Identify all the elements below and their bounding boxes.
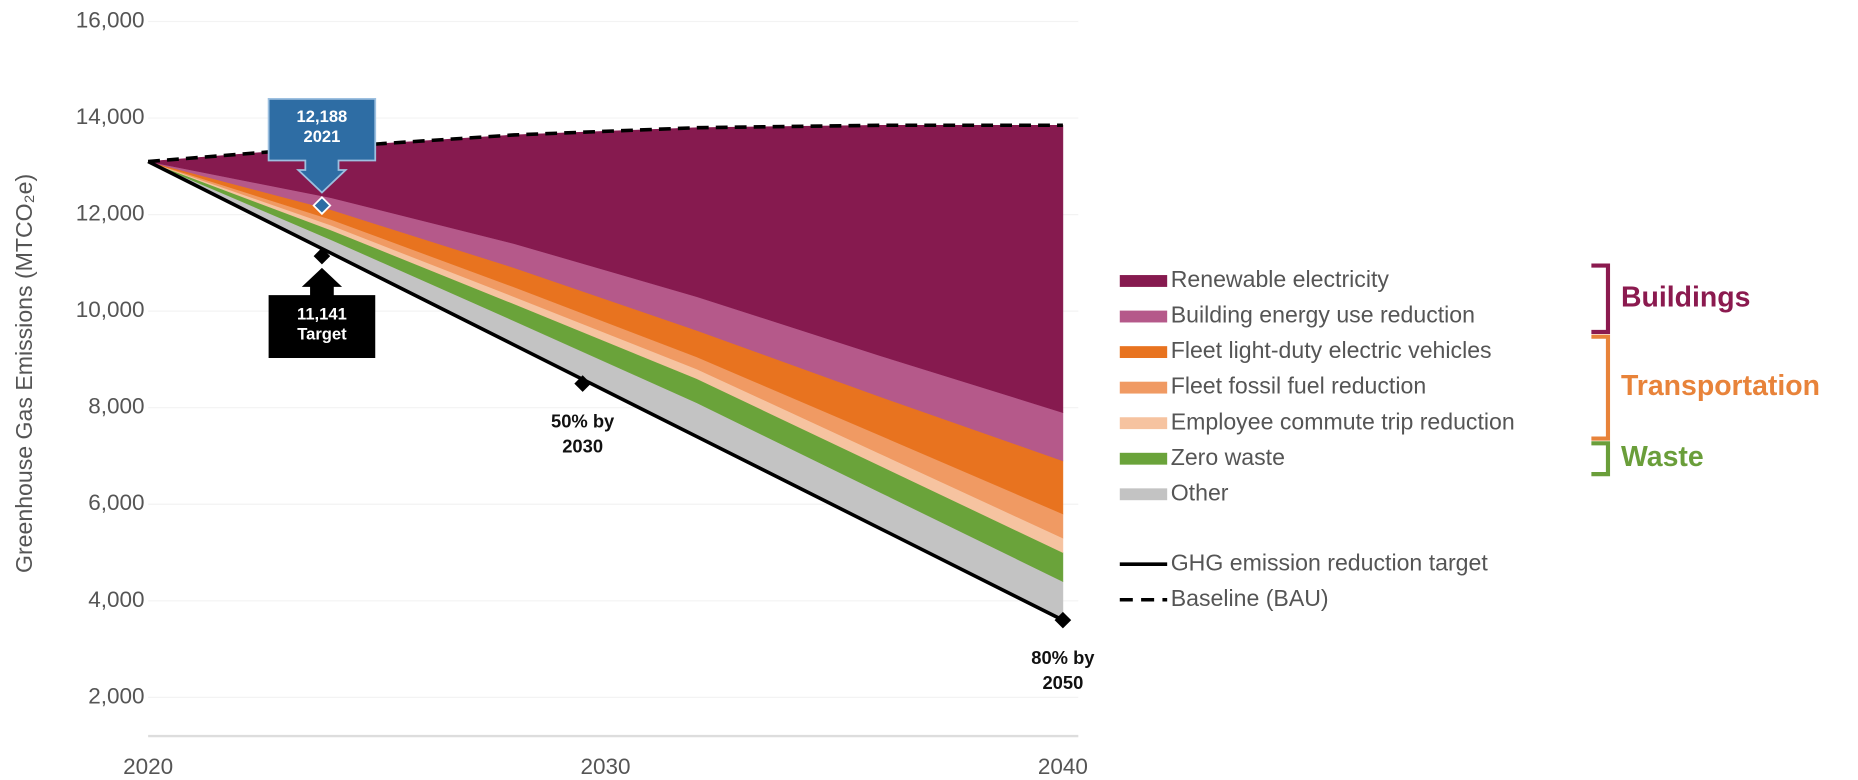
legend-label: Zero waste <box>1171 444 1285 470</box>
legend-swatch <box>1119 488 1168 501</box>
y-tick-label: 10,000 <box>76 297 145 322</box>
legend-label: Building energy use reduction <box>1171 302 1475 328</box>
y-tick-label: 8,000 <box>88 394 144 419</box>
callout <box>267 97 377 194</box>
legend-swatch <box>1119 452 1168 465</box>
y-tick-label: 12,000 <box>76 201 145 226</box>
y-tick-label: 6,000 <box>88 490 144 515</box>
annotation-line: 80% by <box>1031 647 1095 668</box>
annotation: 50% by 2030 <box>551 411 615 457</box>
annotation-line: 2030 <box>562 435 603 456</box>
legend-bracket <box>1591 263 1611 335</box>
annotation-line: 2021 <box>303 127 340 146</box>
legend-group-label: Waste <box>1621 441 1704 473</box>
y-tick-label: 14,000 <box>76 104 145 129</box>
legend-label: GHG emission reduction target <box>1171 549 1489 575</box>
annotation: 12,188 2021 <box>297 107 348 146</box>
legend-label: Fleet light-duty electric vehicles <box>1171 337 1492 363</box>
annotation-line: 12,188 <box>297 107 348 126</box>
callout <box>268 267 376 358</box>
x-tick-label: 2030 <box>580 754 630 779</box>
annotation-line: Target <box>297 325 347 344</box>
annotation: 11,141 Target <box>297 305 347 344</box>
legend-group-label: Transportation <box>1621 370 1820 402</box>
target-line <box>147 159 1064 622</box>
y-tick-label: 4,000 <box>88 587 144 612</box>
legend-swatch <box>1119 417 1168 430</box>
legend-swatch <box>1119 346 1168 359</box>
y-tick-label: 2,000 <box>88 683 144 708</box>
annotation-line: 50% by <box>551 411 615 432</box>
annotation-marker <box>574 375 591 392</box>
legend-group-label: Buildings <box>1621 281 1750 313</box>
legend-swatch <box>1119 381 1168 394</box>
legend-label: Employee commute trip reduction <box>1171 408 1515 434</box>
annotation: 80% by 2050 <box>1031 647 1095 693</box>
y-tick-label: 16,000 <box>76 7 145 32</box>
annotation-line: 11,141 <box>297 305 347 324</box>
legend-bracket <box>1591 441 1611 477</box>
legend-label: Renewable electricity <box>1171 266 1390 292</box>
x-tick-label: 2020 <box>123 754 173 779</box>
legend-label: Other <box>1171 479 1229 505</box>
annotation-line: 2050 <box>1042 672 1083 693</box>
legend-label: Baseline (BAU) <box>1171 585 1329 611</box>
annotation-marker <box>312 195 332 216</box>
legend-label: Fleet fossil fuel reduction <box>1171 373 1426 399</box>
area <box>148 124 1064 413</box>
y-axis-label: Greenhouse Gas Emissions (MTCO₂e) <box>11 174 37 573</box>
legend-swatch <box>1119 275 1168 287</box>
legend-swatch <box>1119 310 1168 323</box>
legend-bracket <box>1591 334 1611 441</box>
annotation-marker <box>1054 611 1072 629</box>
x-tick-label: 2040 <box>1038 754 1088 779</box>
